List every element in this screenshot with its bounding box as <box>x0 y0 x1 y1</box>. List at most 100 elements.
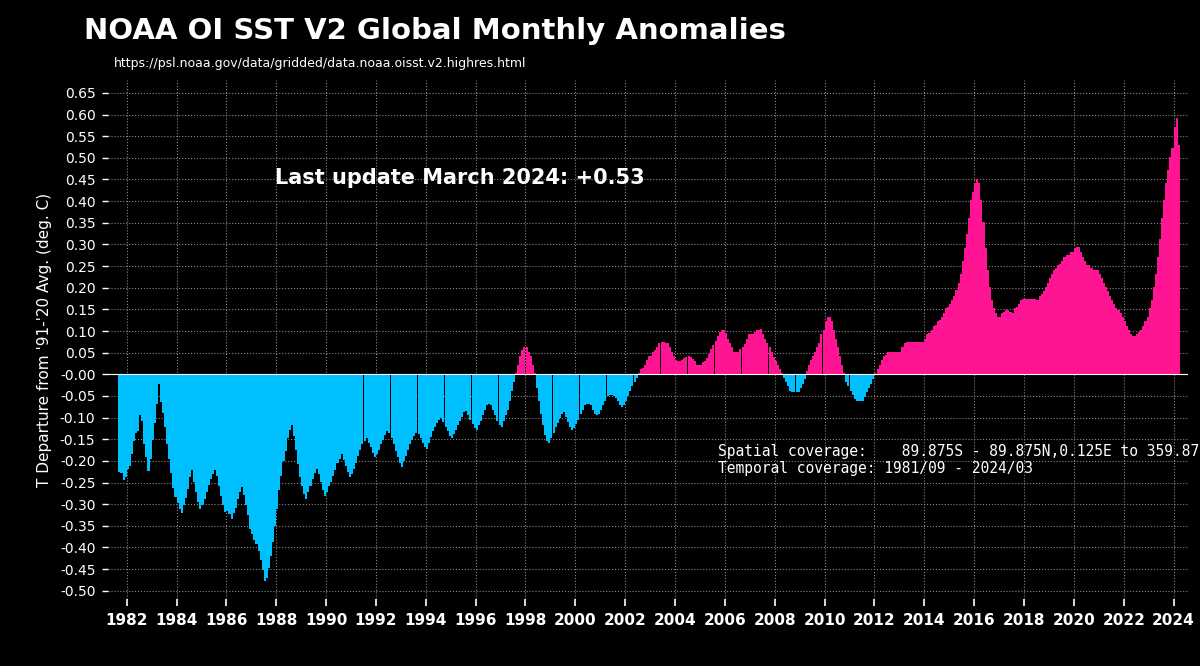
Bar <box>480 374 482 421</box>
Y-axis label: T Departure from '91-'20 Avg. (deg. C): T Departure from '91-'20 Avg. (deg. C) <box>36 192 52 487</box>
Bar <box>401 374 403 468</box>
Bar <box>341 374 343 454</box>
Bar <box>984 248 986 374</box>
Bar <box>494 374 497 416</box>
Bar <box>730 343 731 374</box>
Bar <box>1045 287 1046 374</box>
Bar <box>359 374 361 450</box>
Bar <box>790 374 791 391</box>
Bar <box>833 330 835 374</box>
Bar <box>210 374 212 479</box>
Bar <box>920 342 922 374</box>
Bar <box>1094 270 1097 374</box>
Bar <box>366 374 367 438</box>
Bar <box>1151 300 1153 374</box>
Bar <box>256 374 258 544</box>
Bar <box>1068 255 1069 374</box>
Bar <box>1028 298 1031 374</box>
Bar <box>634 374 636 382</box>
Bar <box>716 336 719 374</box>
Bar <box>991 300 992 374</box>
Bar <box>262 374 264 569</box>
Bar <box>590 374 592 405</box>
Bar <box>436 374 438 423</box>
Bar <box>307 374 310 492</box>
Bar <box>330 374 332 482</box>
Bar <box>364 374 366 442</box>
Bar <box>193 374 196 482</box>
Bar <box>575 374 577 424</box>
Bar <box>202 374 204 505</box>
Bar <box>367 374 370 443</box>
Bar <box>233 374 235 513</box>
Bar <box>230 374 233 519</box>
Bar <box>960 274 961 374</box>
Bar <box>347 374 349 472</box>
Bar <box>748 334 750 374</box>
Bar <box>205 374 208 492</box>
Bar <box>560 374 563 414</box>
Bar <box>980 200 983 374</box>
Bar <box>883 356 884 374</box>
Bar <box>551 374 552 438</box>
Bar <box>600 374 602 410</box>
Bar <box>839 356 841 374</box>
Bar <box>245 374 247 505</box>
Bar <box>1060 264 1061 374</box>
Bar <box>1020 300 1022 374</box>
Bar <box>810 360 812 374</box>
Bar <box>1092 270 1094 374</box>
Bar <box>784 374 785 378</box>
Bar <box>1168 170 1169 374</box>
Bar <box>668 348 671 374</box>
Bar <box>154 374 156 423</box>
Bar <box>324 374 326 496</box>
Bar <box>762 334 764 374</box>
Bar <box>1051 274 1054 374</box>
Bar <box>463 374 466 412</box>
Bar <box>235 374 236 507</box>
Bar <box>1009 312 1012 374</box>
Bar <box>671 352 673 374</box>
Bar <box>328 374 330 486</box>
Bar <box>554 374 557 427</box>
Bar <box>1037 300 1038 374</box>
Bar <box>1074 248 1076 374</box>
Bar <box>1003 312 1006 374</box>
Bar <box>482 374 484 416</box>
Bar <box>677 361 679 374</box>
Bar <box>156 374 158 404</box>
Bar <box>910 342 912 374</box>
Bar <box>335 374 336 470</box>
Bar <box>625 374 628 401</box>
Bar <box>372 374 374 453</box>
Bar <box>986 270 989 374</box>
Bar <box>694 361 696 374</box>
Bar <box>1031 298 1032 374</box>
Bar <box>497 374 498 421</box>
Bar <box>461 374 463 417</box>
Bar <box>968 218 970 374</box>
Bar <box>174 374 176 498</box>
Bar <box>236 374 239 500</box>
Bar <box>752 334 754 374</box>
Bar <box>1148 308 1151 374</box>
Bar <box>559 374 560 418</box>
Bar <box>761 329 762 374</box>
Bar <box>1066 255 1068 374</box>
Bar <box>725 333 727 374</box>
Bar <box>282 374 284 462</box>
Bar <box>127 374 128 469</box>
Bar <box>326 374 328 492</box>
Bar <box>989 287 991 374</box>
Bar <box>343 374 344 460</box>
Bar <box>992 308 995 374</box>
Bar <box>1145 322 1146 374</box>
Bar <box>1046 282 1049 374</box>
Bar <box>974 183 976 374</box>
Bar <box>122 374 125 480</box>
Bar <box>264 374 266 581</box>
Bar <box>382 374 384 440</box>
Bar <box>878 365 881 374</box>
Bar <box>251 374 253 533</box>
